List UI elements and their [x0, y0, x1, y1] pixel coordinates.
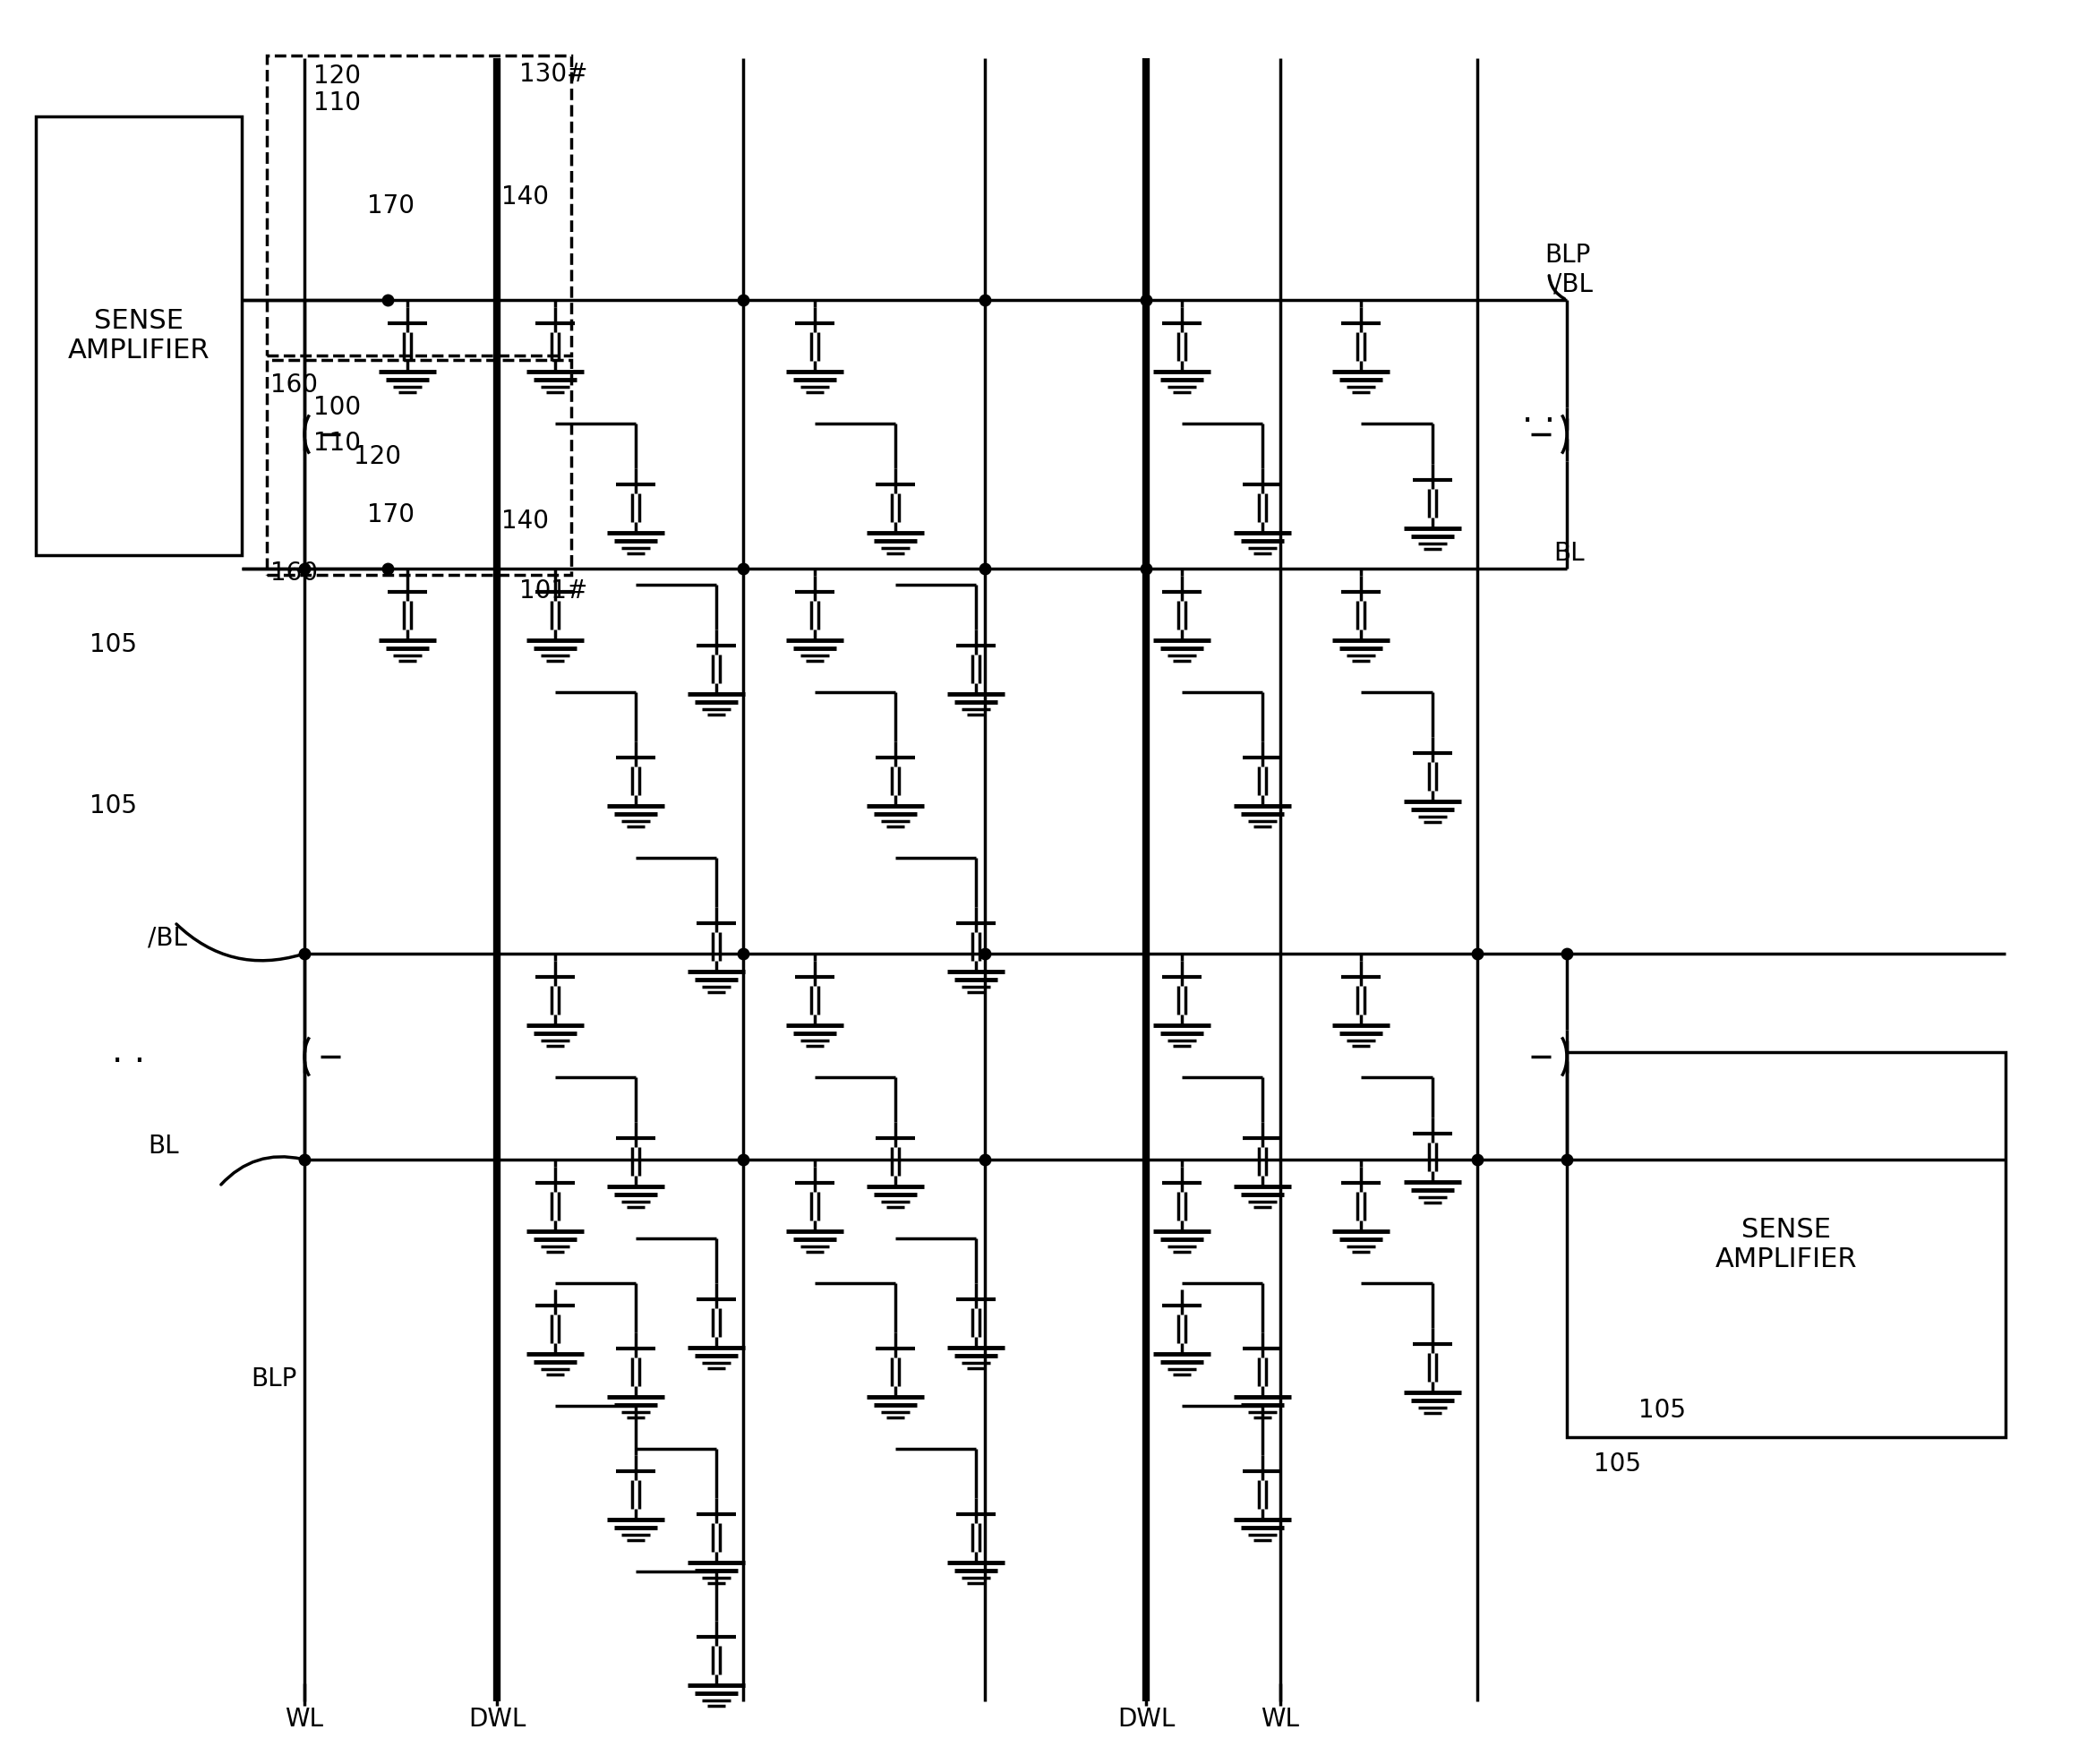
Text: 105: 105	[90, 794, 138, 818]
Text: DWL: DWL	[467, 1708, 526, 1732]
Text: 120: 120	[313, 64, 361, 88]
Text: BL: BL	[1553, 542, 1584, 566]
Text: 101#: 101#	[520, 579, 589, 603]
Text: BLP: BLP	[1544, 243, 1590, 268]
Text: 140: 140	[501, 185, 549, 210]
Text: WL: WL	[1261, 1708, 1300, 1732]
Text: SENSE
AMPLIFIER: SENSE AMPLIFIER	[1716, 1217, 1857, 1272]
Bar	[1567, 1051, 2006, 1438]
Text: 140: 140	[501, 508, 549, 534]
Text: 105: 105	[90, 632, 138, 658]
Bar	[267, 55, 572, 356]
Text: 105: 105	[1594, 1452, 1640, 1476]
Text: WL: WL	[286, 1708, 323, 1732]
Text: 100: 100	[313, 395, 361, 420]
Text: 160: 160	[271, 561, 317, 586]
Text: /BL: /BL	[148, 926, 188, 951]
Text: 110: 110	[313, 430, 361, 455]
Text: 170: 170	[367, 194, 415, 219]
Text: SENSE
AMPLIFIER: SENSE AMPLIFIER	[67, 307, 211, 363]
Bar	[267, 360, 572, 575]
Bar	[35, 116, 242, 556]
Text: 105: 105	[1638, 1397, 1686, 1424]
Text: 130#: 130#	[520, 62, 589, 86]
Text: . .: . .	[1521, 395, 1555, 429]
Text: 160: 160	[271, 372, 317, 397]
Text: . .: . .	[113, 1035, 146, 1069]
Text: BLP: BLP	[250, 1367, 296, 1392]
Text: /BL: /BL	[1553, 272, 1592, 298]
Text: 110: 110	[313, 90, 361, 115]
Text: 120: 120	[353, 445, 401, 469]
Text: 170: 170	[367, 503, 415, 527]
Text: DWL: DWL	[1117, 1708, 1175, 1732]
Text: BL: BL	[148, 1134, 179, 1159]
